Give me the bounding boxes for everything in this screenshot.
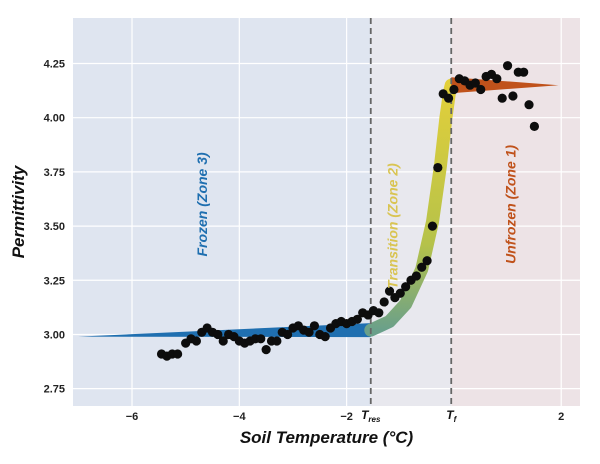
data-point	[309, 321, 320, 331]
data-point	[352, 314, 362, 324]
data-point	[384, 286, 395, 296]
threshold-label-T_f: Tf	[446, 408, 457, 424]
y-tick-label: 2.75	[44, 384, 65, 396]
x-axis-title: Soil Temperature (°C)	[240, 428, 414, 447]
x-tick-label: 2	[558, 411, 564, 423]
data-point	[218, 336, 228, 346]
y-tick-label: 3.50	[44, 221, 65, 233]
zone-label-transition: Transition (Zone 2)	[385, 163, 401, 289]
data-point	[449, 84, 459, 95]
grid	[73, 18, 580, 406]
data-point	[411, 271, 421, 281]
data-point	[256, 334, 266, 344]
zone-label-unfrozen: Unfrozen (Zone 1)	[503, 145, 519, 264]
data-point	[417, 262, 427, 272]
x-tick-label: −6	[126, 411, 139, 423]
zone-labels: Frozen (Zone 3) Transition (Zone 2) Unfroz…	[194, 145, 518, 289]
data-points	[156, 61, 539, 361]
data-point	[401, 282, 411, 292]
data-point	[427, 221, 438, 231]
data-point	[191, 336, 201, 346]
y-tick-label: 4.25	[44, 59, 65, 71]
threshold-lines: Tres Tf	[361, 18, 458, 424]
data-point	[261, 345, 271, 355]
data-point	[213, 329, 223, 340]
data-point	[443, 93, 454, 103]
data-point	[304, 327, 314, 337]
data-point	[433, 162, 443, 173]
data-point	[497, 93, 507, 103]
data-point	[476, 84, 486, 95]
data-point	[173, 349, 183, 359]
data-point	[519, 67, 529, 77]
data-point	[395, 288, 405, 298]
data-point	[529, 121, 539, 131]
data-point	[320, 332, 330, 342]
data-point	[283, 329, 293, 340]
data-point	[470, 78, 480, 88]
y-tick-label: 3.25	[44, 275, 65, 287]
data-point	[422, 256, 432, 266]
x-tick-label: −2	[340, 411, 353, 423]
data-point	[508, 91, 518, 101]
zone-bg-frozen	[73, 18, 371, 406]
y-tick-label: 3.00	[44, 329, 65, 341]
zone-label-frozen: Frozen (Zone 3)	[194, 152, 210, 257]
data-point	[374, 308, 384, 318]
data-point	[379, 297, 389, 307]
data-point	[492, 74, 502, 84]
data-point	[272, 336, 282, 346]
x-tick-label: −4	[233, 411, 246, 423]
y-tick-label: 4.00	[44, 113, 65, 125]
tick-labels: −6 −4 −2 2 2.75 3.00 3.25 3.50 3.75 4.00 4.25	[44, 59, 565, 423]
data-point	[502, 61, 513, 71]
threshold-label-T_res: Tres	[361, 408, 381, 424]
data-point	[524, 100, 534, 110]
y-tick-label: 3.75	[44, 167, 65, 179]
y-axis-title: Permittivity	[9, 164, 28, 258]
